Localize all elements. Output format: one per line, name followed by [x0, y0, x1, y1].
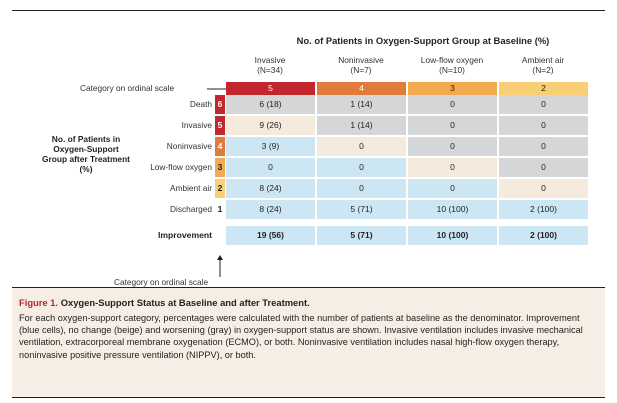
caption-divider [12, 287, 605, 288]
table-cell: 1 (14) [317, 116, 406, 135]
column-name: Ambient air [521, 55, 565, 65]
table-cell: 8 (24) [226, 179, 315, 198]
table-cell: 0 [317, 137, 406, 156]
table-main-header: No. of Patients in Oxygen-Support Group … [296, 35, 550, 46]
table-cell: 0 [499, 137, 588, 156]
table-cell: 0 [408, 137, 497, 156]
column-n: (N=2) [532, 65, 554, 75]
row-label: Invasive [181, 120, 212, 130]
column-n: (N=7) [350, 65, 372, 75]
caption-title: Figure 1. Oxygen-Support Status at Basel… [19, 297, 598, 308]
table-cell: 0 [317, 158, 406, 177]
after-ordinal: 2 [215, 179, 225, 198]
table-cell: 1 (14) [317, 95, 406, 114]
after-ordinal: 5 [215, 116, 225, 135]
column-name: Invasive [254, 55, 286, 65]
improvement-cell: 19 (56) [226, 226, 315, 245]
after-ordinal: 3 [215, 158, 225, 177]
column-header-1: Noninvasive (N=7) [320, 55, 402, 75]
table-cell: 5 (71) [317, 200, 406, 219]
improvement-cell: 2 (100) [499, 226, 588, 245]
table-cell: 0 [317, 179, 406, 198]
row-label: Ambient air [170, 183, 212, 193]
table-cell: 0 [226, 158, 315, 177]
improvement-cell: 5 (71) [317, 226, 406, 245]
after-ordinal: 1 [215, 200, 225, 219]
category-top-label: Category on ordinal scale [80, 83, 175, 93]
table-cell: 0 [499, 179, 588, 198]
column-header-2: Low-flow oxygen (N=10) [411, 55, 493, 75]
row-label: Low-flow oxygen [150, 162, 212, 172]
table-cell: 2 (100) [499, 200, 588, 219]
table-cell: 0 [408, 116, 497, 135]
figure-frame: No. of Patients in Oxygen-Support Group … [12, 10, 605, 398]
improvement-label: Improvement [158, 230, 212, 240]
category-bottom-label: Category on ordinal scale [114, 277, 209, 287]
figure-caption: Figure 1. Oxygen-Support Status at Basel… [12, 288, 605, 397]
row-label: Noninvasive [166, 141, 212, 151]
caption-body: For each oxygen-support category, percen… [19, 313, 583, 360]
column-n: (N=10) [439, 65, 465, 75]
after-ordinal: 4 [215, 137, 225, 156]
improvement-cell: 10 (100) [408, 226, 497, 245]
caption-title-text: Oxygen-Support Status at Baseline and af… [60, 297, 310, 308]
row-label: Discharged [170, 204, 212, 214]
figure-number: Figure 1. [19, 297, 59, 308]
after-treatment-group-label: No. of Patients in Oxygen-Support Group … [42, 134, 130, 174]
column-name: Noninvasive [338, 55, 384, 65]
table-cell: 3 (9) [226, 137, 315, 156]
after-ordinal: 6 [215, 95, 225, 114]
up-arrow-icon [217, 255, 223, 277]
table-cell: 8 (24) [226, 200, 315, 219]
table-cell: 0 [499, 95, 588, 114]
column-header-3: Ambient air (N=2) [502, 55, 584, 75]
table-cell: 0 [408, 95, 497, 114]
table-cell: 6 (18) [226, 95, 315, 114]
table-cell: 9 (26) [226, 116, 315, 135]
table-cell: 0 [499, 158, 588, 177]
baseline-ordinal-2: 3 [408, 82, 497, 95]
column-n: (N=34) [257, 65, 283, 75]
table-cell: 0 [499, 116, 588, 135]
table-cell: 10 (100) [408, 200, 497, 219]
baseline-ordinal-0: 5 [226, 82, 315, 95]
row-label: Death [189, 99, 212, 109]
table-cell: 0 [408, 158, 497, 177]
baseline-ordinal-1: 4 [317, 82, 406, 95]
column-header-0: Invasive (N=34) [229, 55, 311, 75]
column-name: Low-flow oxygen [420, 55, 484, 65]
table-cell: 0 [408, 179, 497, 198]
baseline-ordinal-3: 2 [499, 82, 588, 95]
